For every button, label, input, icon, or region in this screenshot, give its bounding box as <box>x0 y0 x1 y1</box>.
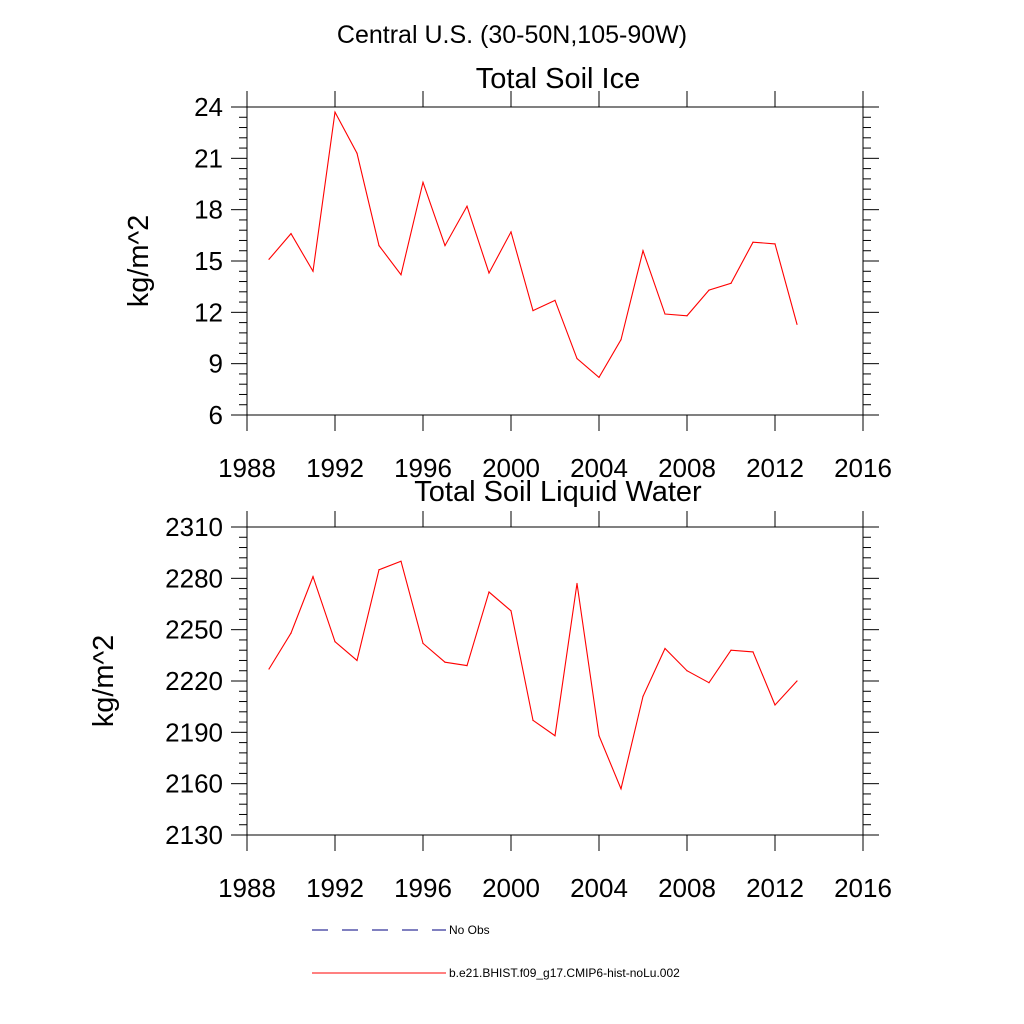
panel-title: Total Soil Ice <box>476 63 640 95</box>
data-point <box>774 704 776 706</box>
x-tick-label: 2012 <box>746 873 804 903</box>
data-point <box>444 245 446 247</box>
data-point <box>576 357 578 360</box>
data-point <box>796 680 798 682</box>
data-point <box>686 670 688 672</box>
series-line <box>268 560 798 791</box>
data-point <box>312 576 314 578</box>
data-point <box>554 735 556 737</box>
x-tick-label: 1988 <box>218 453 276 483</box>
x-tick-label: 1988 <box>218 873 276 903</box>
data-point <box>708 682 710 684</box>
data-point <box>312 270 314 272</box>
x-tick-label: 2016 <box>834 453 892 483</box>
panel-total-soil-ice: Total Soil Ice 6 9 12 15 18 21 24 1988 1992 1996 20… <box>123 63 892 483</box>
plot-frame <box>246 106 864 416</box>
x-tick-label: 2000 <box>482 453 540 483</box>
data-point <box>400 560 402 562</box>
data-point <box>598 376 600 378</box>
data-point <box>356 152 358 154</box>
data-point <box>642 695 644 698</box>
data-point <box>576 582 578 585</box>
data-point <box>466 205 468 207</box>
legend-obs-label: No Obs <box>449 923 490 937</box>
data-point <box>334 641 336 643</box>
x-tick-label: 2008 <box>658 453 716 483</box>
data-point <box>774 243 776 245</box>
panel-total-soil-liquid-water: Total Soil Liquid Water 2130 2160 2190 2220 2… <box>88 476 892 903</box>
data-point <box>268 668 270 670</box>
data-point <box>796 323 798 325</box>
data-point <box>488 591 490 593</box>
y-tick-label: 12 <box>194 297 223 327</box>
data-point <box>422 181 424 183</box>
data-point <box>268 258 270 260</box>
x-tick-label: 1996 <box>394 873 452 903</box>
y-tick-label: 2280 <box>165 563 223 593</box>
data-point <box>686 315 688 317</box>
y-tick-label: 18 <box>194 195 223 225</box>
y-tick-label: 2310 <box>165 512 223 542</box>
data-point <box>290 233 292 235</box>
data-point <box>334 111 336 113</box>
data-point <box>598 735 600 737</box>
data-point <box>554 299 556 301</box>
x-tick-label: 2008 <box>658 873 716 903</box>
data-point <box>620 788 622 790</box>
x-tick-label: 2000 <box>482 873 540 903</box>
x-tick-label: 1992 <box>306 873 364 903</box>
y-tick-label: 6 <box>209 400 223 430</box>
data-point <box>356 659 358 662</box>
data-point <box>664 647 666 650</box>
data-point <box>510 231 512 233</box>
y-tick-label: 21 <box>194 143 223 173</box>
panel-title: Total Soil Liquid Water <box>414 476 702 508</box>
x-tick-label: 1996 <box>394 453 452 483</box>
figure-title: Central U.S. (30-50N,105-90W) <box>337 21 687 49</box>
x-tick-label: 2012 <box>746 453 804 483</box>
x-tick-label: 2016 <box>834 873 892 903</box>
data-point <box>752 241 754 243</box>
legend: No Obs b.e21.BHIST.f09_g17.CMIP6-hist-no… <box>312 923 680 980</box>
y-tick-label: 9 <box>209 349 223 379</box>
x-tick-label: 2004 <box>570 453 628 483</box>
y-axis-label: kg/m^2 <box>88 635 120 728</box>
x-tick-label: 2004 <box>570 873 628 903</box>
data-point <box>730 282 732 284</box>
y-axis-label: kg/m^2 <box>123 215 155 308</box>
data-point <box>422 642 424 644</box>
data-point <box>400 274 402 276</box>
data-point <box>378 245 380 247</box>
y-tick-label: 2130 <box>165 820 223 850</box>
data-point <box>510 610 512 612</box>
data-point <box>708 289 710 291</box>
data-point <box>290 632 292 634</box>
y-tick-label: 2160 <box>165 769 223 799</box>
x-tick-label: 1992 <box>306 453 364 483</box>
data-point <box>730 649 732 651</box>
y-tick-label: 15 <box>194 246 223 276</box>
data-point <box>444 661 446 663</box>
data-point <box>664 313 666 315</box>
data-point <box>532 310 534 312</box>
data-point <box>466 665 468 667</box>
legend-model-label: b.e21.BHIST.f09_g17.CMIP6-hist-noLu.002 <box>449 966 680 980</box>
data-point <box>642 250 644 252</box>
data-point <box>532 719 534 721</box>
y-tick-label: 2220 <box>165 666 223 696</box>
y-tick-label: 2190 <box>165 717 223 747</box>
y-tick-label: 24 <box>194 92 223 122</box>
y-tick-label: 2250 <box>165 615 223 645</box>
data-point <box>620 339 622 341</box>
plot-frame <box>246 526 864 836</box>
data-point <box>752 651 754 653</box>
series-line <box>268 110 798 379</box>
data-point <box>488 272 490 274</box>
data-point <box>378 569 380 571</box>
